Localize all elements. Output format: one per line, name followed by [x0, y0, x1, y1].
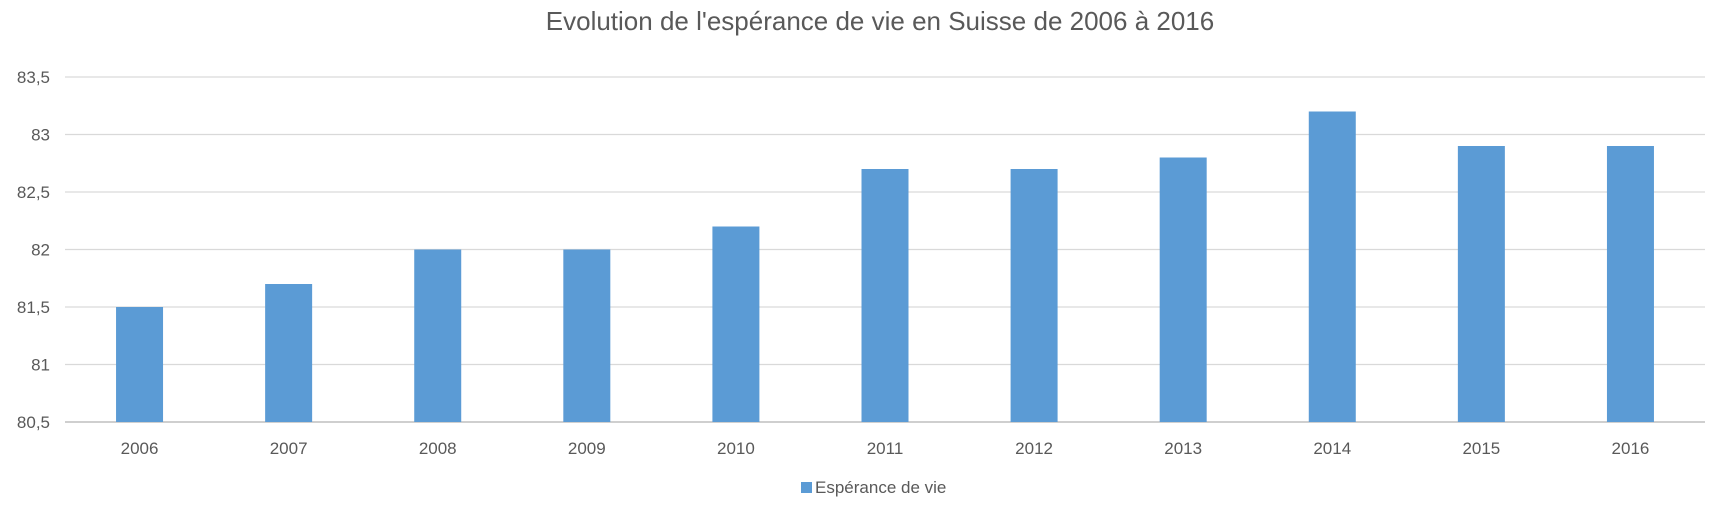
x-tick-label: 2008: [419, 439, 457, 458]
x-tick-label: 2016: [1612, 439, 1650, 458]
bar: [1308, 111, 1356, 422]
x-tick-label: 2007: [270, 439, 308, 458]
bar: [712, 226, 760, 422]
bar: [1159, 157, 1207, 422]
bars: [116, 111, 1654, 422]
y-axis: 80,5 81 81,5 82 82,5 83 83,5: [17, 68, 50, 432]
x-tick-label: 2006: [121, 439, 159, 458]
x-tick-label: 2012: [1015, 439, 1053, 458]
legend: Espérance de vie: [801, 478, 946, 497]
bar: [265, 284, 313, 422]
y-tick-label: 81,5: [17, 298, 50, 317]
chart-title: Evolution de l'espérance de vie en Suiss…: [546, 6, 1214, 36]
bar: [1606, 146, 1654, 422]
legend-swatch: [801, 482, 812, 493]
y-tick-label: 83: [31, 126, 50, 145]
y-tick-label: 82: [31, 241, 50, 260]
y-tick-label: 83,5: [17, 68, 50, 87]
y-tick-label: 82,5: [17, 183, 50, 202]
bar: [861, 169, 909, 422]
bar: [414, 249, 462, 422]
x-tick-label: 2011: [867, 439, 904, 458]
bar: [1010, 169, 1058, 422]
x-tick-label: 2013: [1164, 439, 1202, 458]
x-tick-label: 2014: [1313, 439, 1351, 458]
y-tick-label: 80,5: [17, 413, 50, 432]
x-tick-label: 2015: [1462, 439, 1500, 458]
bar: [1457, 146, 1505, 422]
x-tick-label: 2010: [717, 439, 755, 458]
y-tick-label: 81: [31, 356, 50, 375]
legend-label: Espérance de vie: [815, 478, 946, 497]
x-axis: 2006 2007 2008 2009 2010 2011 2012 2013 2014 2015…: [121, 439, 1650, 458]
x-tick-label: 2009: [568, 439, 606, 458]
bar: [116, 307, 164, 422]
bar: [563, 249, 611, 422]
